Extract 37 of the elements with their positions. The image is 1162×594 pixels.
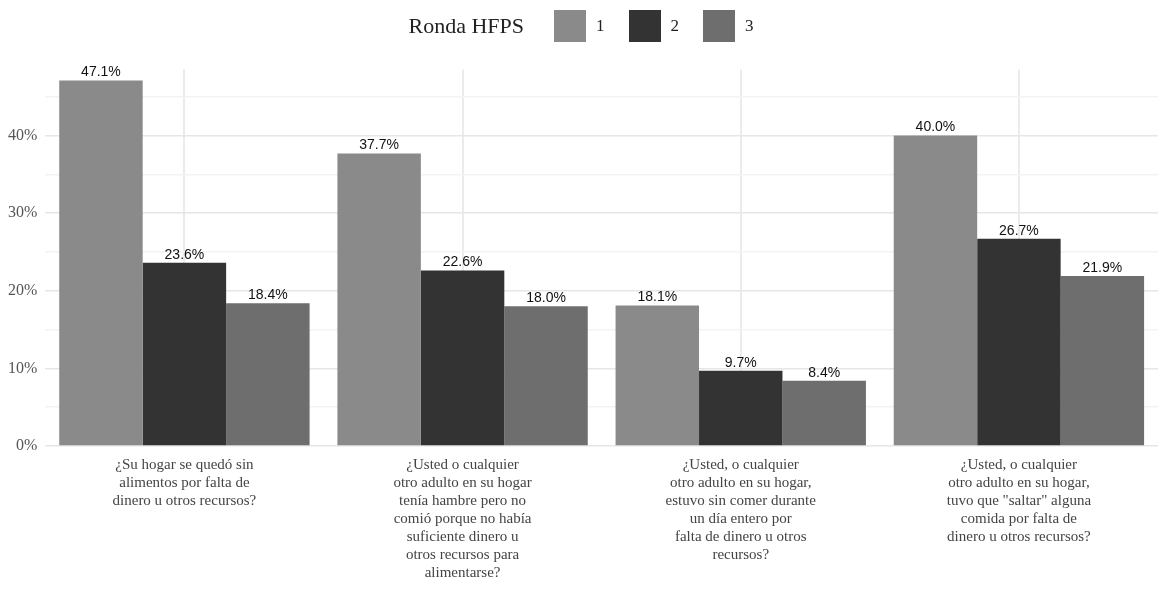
legend-label: 2 — [670, 16, 680, 36]
data-label: 26.7% — [999, 221, 1039, 238]
data-label: 18.4% — [248, 286, 288, 303]
y-tick-label: 0% — [16, 436, 38, 454]
bar — [893, 135, 978, 446]
y-tick-label: 10% — [8, 358, 38, 376]
data-label: 9.7% — [724, 353, 757, 370]
bar — [782, 380, 866, 446]
data-label: 23.6% — [164, 245, 205, 262]
data-label: 18.0% — [526, 289, 566, 306]
bar — [615, 305, 700, 446]
legend-label: 3 — [745, 16, 754, 36]
bar — [226, 303, 310, 446]
y-tick-label: 40% — [8, 125, 38, 143]
x-tick-label: ¿Usted o cualquier otro adulto en su hogar tenía hambre pero no comió porque no había suficiente dinero u otros recursos para alimentarse? — [393, 455, 532, 580]
bar — [1060, 276, 1145, 446]
data-label: 18.1% — [637, 288, 678, 305]
x-tick-label: ¿Usted, o cualquier otro adulto en su hogar, tuvo que "saltar" alguna comida por falta de dinero u otros recursos? — [946, 455, 1092, 544]
x-tick-label: ¿Usted, o cualquier otro adulto en su hogar, estuvo sin comer durante un día entero por falta de dinero u otros recursos? — [665, 455, 817, 562]
bar — [504, 306, 588, 446]
y-tick-label: 20% — [8, 280, 38, 298]
data-label: 22.6% — [442, 253, 483, 270]
data-label: 47.1% — [81, 63, 121, 80]
y-tick-label: 30% — [8, 203, 38, 221]
bar — [420, 270, 505, 446]
bar — [59, 80, 143, 446]
bar — [699, 370, 783, 446]
bar — [142, 262, 227, 446]
legend-title: Ronda HFPS — [408, 13, 525, 39]
legend-label: 1 — [596, 16, 605, 36]
bar — [977, 238, 1061, 446]
data-label: 37.7% — [359, 136, 399, 153]
data-label: 8.4% — [808, 363, 841, 380]
data-label: 40.0% — [915, 118, 956, 135]
data-label: 21.9% — [1082, 258, 1123, 275]
bar — [337, 153, 421, 446]
x-tick-label: ¿Su hogar se quedó sin alimentos por falta de dinero u otros recursos? — [112, 455, 257, 508]
